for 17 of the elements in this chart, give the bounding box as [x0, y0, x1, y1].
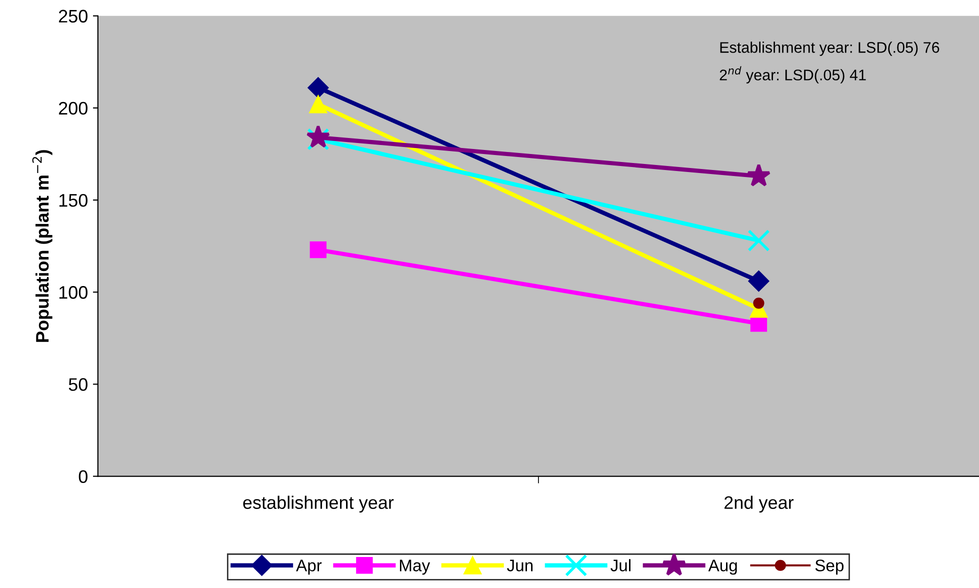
- legend-label: Sep: [815, 560, 844, 575]
- y-tick-label: 200: [58, 102, 88, 115]
- annotation: 2$^{nd}$ year: LSD(.05) 41: [720, 66, 866, 84]
- y-tick-label: 0: [78, 470, 88, 483]
- y-tick-label: 50: [68, 378, 88, 391]
- y-tick-label: 250: [58, 10, 88, 23]
- x-tick-label: 2nd year: [724, 496, 794, 513]
- x-tick-label: establishment year: [243, 496, 394, 513]
- legend-label: Apr: [296, 560, 322, 575]
- legend-label: May: [400, 560, 430, 575]
- y-tick-label: 100: [59, 286, 88, 299]
- legend-label: Aug: [708, 560, 737, 575]
- y-axis-title: Population (plant m$^{−2}$): [32, 150, 52, 342]
- annotation: Establishment year: LSD(.05) 76: [720, 42, 940, 56]
- legend-label: Jul: [610, 559, 630, 572]
- legend-label: Jun: [507, 560, 533, 572]
- y-tick-label: 150: [59, 194, 88, 207]
